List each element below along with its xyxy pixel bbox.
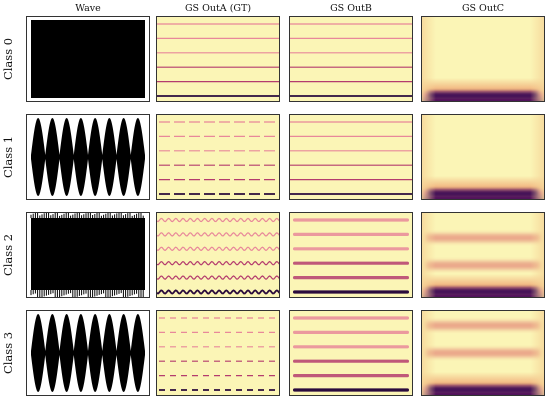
row-label: Class 2 <box>1 234 15 276</box>
panel-frame <box>26 114 150 200</box>
harmonic-line <box>156 275 280 280</box>
waveform <box>31 218 145 290</box>
column-title: Wave <box>75 3 101 14</box>
panel-frame <box>421 114 545 200</box>
gs-outa-panel <box>156 310 280 396</box>
panel-frame <box>289 212 413 298</box>
waveform <box>31 118 145 196</box>
panel-frame <box>26 212 150 298</box>
harmonic-line <box>293 388 409 392</box>
harmonic-line <box>293 232 409 236</box>
waveform <box>31 20 145 98</box>
gs-outa-panel <box>156 114 280 200</box>
harmonic-line <box>156 232 280 237</box>
panel-frame <box>156 114 280 200</box>
harmonic-line <box>156 217 280 223</box>
panel-frame <box>421 16 545 102</box>
panel-frame <box>421 212 545 298</box>
waveform <box>31 314 145 392</box>
harmonic-line <box>156 260 280 266</box>
wave-panel <box>26 114 150 200</box>
class-row: Class 3 <box>1 310 545 396</box>
harmonic-line <box>156 246 280 252</box>
harmonic-line <box>293 374 409 378</box>
column-title: GS OutB <box>330 3 372 14</box>
harmonic-line <box>293 316 409 320</box>
gs-outb-panel <box>289 114 413 200</box>
gs-outc-panel <box>421 212 545 298</box>
panel-frame <box>26 16 150 102</box>
harmonic-line <box>293 330 409 334</box>
gs-outc-panel <box>421 114 545 200</box>
column-title: GS OutA (GT) <box>185 3 251 14</box>
gs-outc-panel <box>421 310 545 396</box>
panel-grid: Class 0 Class 1 Class 2 Class 3 <box>1 16 545 396</box>
row-label: Class 1 <box>1 136 15 178</box>
panel-frame <box>421 310 545 396</box>
wave-panel <box>26 212 150 298</box>
class-row: Class 2 <box>1 212 545 298</box>
wave-panel <box>26 310 150 396</box>
panel-frame <box>289 114 413 200</box>
harmonic-line <box>156 289 280 295</box>
harmonic-line <box>293 218 409 222</box>
panel-frame <box>289 310 413 396</box>
harmonic-line <box>293 261 409 265</box>
harmonic-line <box>293 276 409 280</box>
panel-frame <box>26 310 150 396</box>
harmonic-line <box>293 345 409 349</box>
panel-frame <box>156 310 280 396</box>
gs-outb-panel <box>289 16 413 102</box>
wave-panel <box>26 16 150 102</box>
gs-outc-panel <box>421 16 545 102</box>
column-titles: Wave GS OutA (GT) GS OutB GS OutC <box>75 3 504 14</box>
gs-outb-panel <box>289 310 413 396</box>
harmonic-line <box>293 247 409 251</box>
harmonic-line <box>293 290 409 294</box>
panel-frame <box>289 16 413 102</box>
gs-outb-panel <box>289 212 413 298</box>
harmonic-line <box>293 359 409 363</box>
class-row: Class 0 <box>1 16 545 102</box>
row-label: Class 3 <box>1 332 15 374</box>
row-label: Class 0 <box>1 38 15 80</box>
panel-frame <box>156 16 280 102</box>
panel-frame <box>156 212 280 298</box>
class-row: Class 1 <box>1 114 545 200</box>
column-title: GS OutC <box>462 3 504 14</box>
gs-outa-panel <box>156 212 280 298</box>
gs-outa-panel <box>156 16 280 102</box>
